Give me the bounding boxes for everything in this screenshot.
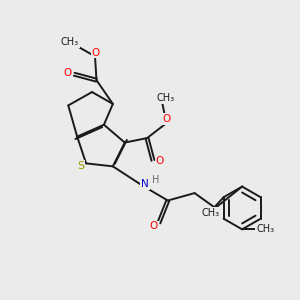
Text: CH₃: CH₃ (157, 93, 175, 103)
Text: O: O (163, 114, 171, 124)
Text: H: H (152, 175, 159, 185)
Text: CH₃: CH₃ (202, 208, 220, 218)
Text: S: S (77, 161, 84, 171)
Text: CH₃: CH₃ (256, 224, 274, 234)
Text: N: N (141, 179, 149, 189)
Text: O: O (149, 221, 158, 231)
Text: CH₃: CH₃ (61, 37, 79, 47)
Text: O: O (210, 208, 218, 218)
Text: O: O (155, 156, 164, 166)
Text: O: O (92, 47, 100, 58)
Text: O: O (64, 68, 72, 78)
